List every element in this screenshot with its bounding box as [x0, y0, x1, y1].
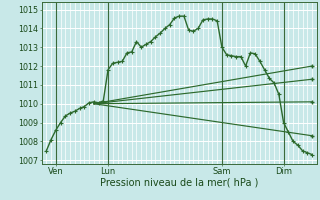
- X-axis label: Pression niveau de la mer( hPa ): Pression niveau de la mer( hPa ): [100, 178, 258, 188]
